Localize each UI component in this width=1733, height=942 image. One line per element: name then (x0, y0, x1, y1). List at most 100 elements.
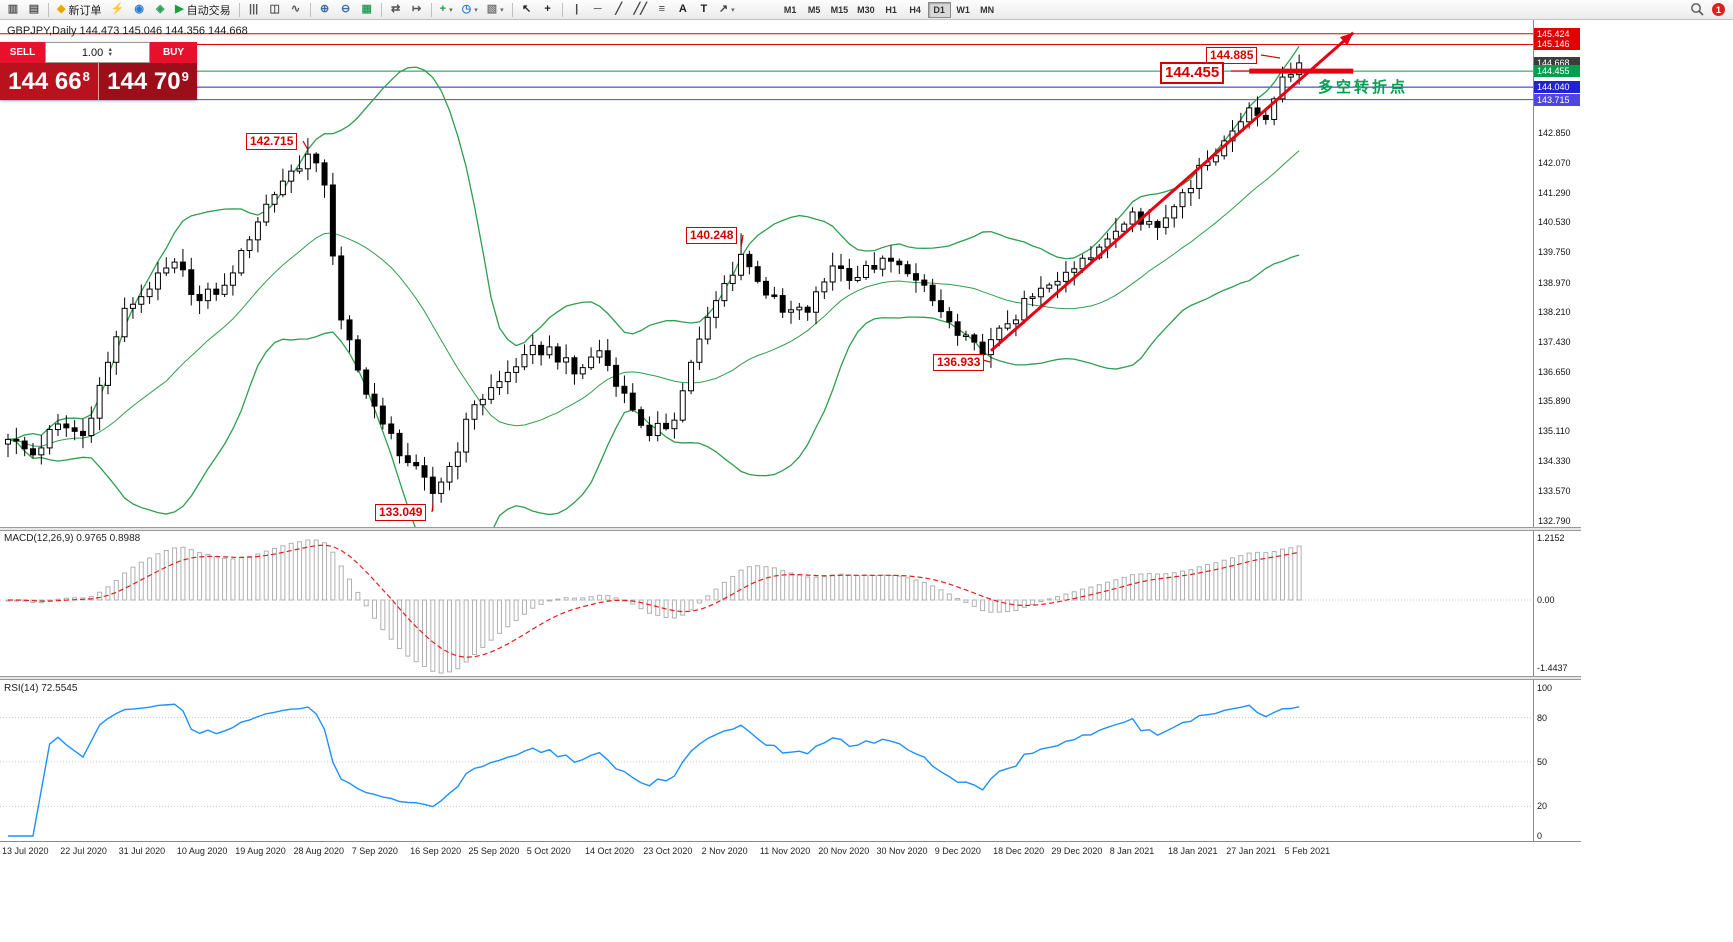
zoom-in-icon: ⊕ (320, 3, 330, 15)
main-chart-canvas[interactable] (0, 20, 1533, 527)
timeframe-h4[interactable]: H4 (909, 4, 921, 15)
channel-button[interactable]: ╱╱ (630, 1, 651, 19)
dropdown-arrow-icon: ▾ (474, 6, 478, 14)
vertical-line-button[interactable]: | (567, 1, 587, 19)
lot-spinner-up-icon[interactable]: ▲ (107, 46, 114, 53)
timeframe-m5[interactable]: M5 (807, 4, 821, 15)
price-level-box: 145.424 (1534, 27, 1580, 40)
date-label: 23 Oct 2020 (643, 846, 693, 856)
trendline-button[interactable]: ╱ (609, 1, 629, 19)
date-label: 14 Oct 2020 (585, 846, 635, 856)
timeframe-m15[interactable]: M15 (830, 4, 849, 15)
strategy-tester-icon: ◈ (155, 3, 165, 15)
candle-chart-type-button[interactable]: ◫ (265, 1, 285, 19)
rsi-indicator-label: RSI(14) 72.5545 (4, 683, 78, 694)
text-label-icon: T (700, 3, 708, 15)
new-chart-button[interactable]: ▥ (3, 1, 23, 19)
rsi-scale-value: 20 (1537, 801, 1548, 812)
trend-note-text: 多空转折点 (1318, 79, 1409, 96)
zoom-in-button[interactable]: ⊕ (315, 1, 335, 19)
date-label: 10 Aug 2020 (176, 846, 228, 856)
buy-button[interactable]: BUY (150, 42, 197, 63)
auto-scroll-icon: ⇄ (391, 3, 401, 15)
rsi-scale-value: 100 (1537, 683, 1553, 693)
sell-price[interactable]: 144 66 8 (0, 63, 98, 100)
timeframe-w1[interactable]: W1 (956, 4, 970, 15)
price-annotation-144885: 144.885 (1206, 47, 1258, 64)
auto-scroll-button[interactable]: ⇄ (386, 1, 406, 19)
autotrading-button[interactable]: ▶ 自动交易 (171, 1, 234, 19)
candle-chart-icon: ◫ (269, 3, 280, 15)
horizontal-line-button[interactable]: ─ (588, 1, 608, 19)
grid-button[interactable]: ▦ (357, 1, 377, 19)
profiles-button[interactable]: ▤ (24, 1, 44, 19)
rsi-panel-canvas[interactable] (0, 680, 1533, 841)
fibonacci-button[interactable]: ≡ (652, 1, 672, 19)
timeframe-h1[interactable]: H1 (885, 4, 897, 15)
lot-spinner[interactable]: ▲ ▼ (107, 46, 114, 58)
date-label: 18 Jan 2021 (1168, 846, 1218, 856)
text-label-button[interactable]: T (694, 1, 714, 19)
date-label: 20 Nov 2020 (818, 846, 870, 856)
toolbar: ▥ ▤ ◆ 新订单 ⚡ ◉ ◈ ▶ 自动交易 ||| ◫ ∿ ⊕ ⊖ ▦ ⇄ ↦ + ▾ ◷ ▾ ▧ ▾ ↖ + | ─ ╱ ╱╱ ≡ A T… (0, 0, 1733, 20)
zoom-out-button[interactable]: ⊖ (336, 1, 356, 19)
toolbar-separator (309, 2, 311, 17)
timeframe-mn[interactable]: MN (980, 4, 995, 15)
price-tick: 132.790 (1538, 515, 1571, 526)
sell-price-pip: 8 (82, 69, 90, 84)
notification-badge[interactable]: 1 (1712, 3, 1725, 16)
toolbar-separator (48, 2, 49, 17)
toolbar-separator (380, 2, 382, 17)
price-tick: 135.890 (1538, 396, 1571, 407)
rsi-scale-value: 0 (1537, 831, 1543, 841)
timeframe-d1[interactable]: D1 (927, 1, 951, 18)
zoom-out-icon: ⊖ (341, 3, 351, 15)
new-order-button[interactable]: ◆ 新订单 (53, 1, 105, 19)
terminal-icon: ◉ (134, 3, 144, 15)
lot-size-input[interactable]: 1.00 ▲ ▼ (45, 42, 150, 63)
timeframe-m30[interactable]: M30 (857, 4, 875, 15)
search-icon[interactable] (1690, 2, 1705, 17)
macd-scale-top: 1.2152 (1537, 533, 1565, 543)
rsi-scale-value: 50 (1537, 757, 1548, 767)
toolbar-buttons: ▥ ▤ ◆ 新订单 ⚡ ◉ ◈ ▶ 自动交易 ||| ◫ ∿ ⊕ ⊖ ▦ ⇄ ↦ + ▾ ◷ ▾ ▧ ▾ ↖ + | ─ ╱ ╱╱ ≡ A T… (3, 1, 739, 19)
metaeditor-button[interactable]: ⚡ (106, 1, 128, 19)
panel-splitter[interactable] (0, 676, 1581, 680)
price-level-box: 144.040 (1534, 81, 1580, 94)
periods-button[interactable]: ◷ ▾ (458, 1, 482, 19)
terminal-button[interactable]: ◉ (129, 1, 149, 19)
chart-shift-button[interactable]: ↦ (407, 1, 427, 19)
price-annotation-142715: 142.715 (246, 133, 298, 150)
strategy-tester-button[interactable]: ◈ (150, 1, 170, 19)
date-label: 19 Aug 2020 (235, 846, 286, 856)
date-label: 5 Oct 2020 (526, 846, 571, 856)
price-annotation-133049: 133.049 (375, 504, 427, 521)
timeframe-m1[interactable]: M1 (783, 4, 797, 15)
date-label: 8 Jan 2021 (1109, 846, 1155, 856)
templates-button[interactable]: ▧ ▾ (483, 1, 508, 19)
bar-chart-type-button[interactable]: ||| (244, 1, 264, 19)
panel-splitter[interactable] (0, 527, 1581, 531)
dropdown-arrow-icon: ▾ (500, 6, 504, 14)
price-tick: 142.850 (1538, 127, 1571, 138)
date-axis: 13 Jul 2020 22 Jul 2020 31 Jul 2020 10 Aug … (0, 841, 1581, 861)
macd-panel-canvas[interactable] (0, 531, 1533, 676)
arrows-button[interactable]: ↗ ▾ (715, 1, 739, 19)
price-tick: 137.430 (1538, 336, 1571, 347)
price-tick: 135.110 (1538, 426, 1570, 437)
autotrading-button-label: 自动交易 (186, 4, 231, 17)
toolbar-right: 1 (1690, 2, 1730, 17)
lot-value: 1.00 (81, 46, 104, 59)
sell-button[interactable]: SELL (0, 42, 45, 63)
buy-price[interactable]: 144 70 9 (98, 63, 197, 100)
cursor-button[interactable]: ↖ (517, 1, 537, 19)
indicators-button[interactable]: + ▾ (436, 1, 457, 19)
crosshair-button[interactable]: + (538, 1, 558, 19)
new-order-button-label: 新订单 (68, 4, 102, 17)
date-label: 22 Jul 2020 (60, 846, 107, 856)
date-label: 31 Jul 2020 (118, 846, 166, 856)
crosshair-icon: + (544, 3, 551, 15)
lot-spinner-down-icon[interactable]: ▼ (107, 51, 114, 58)
line-chart-type-button[interactable]: ∿ (286, 1, 306, 19)
text-button[interactable]: A (673, 1, 693, 19)
